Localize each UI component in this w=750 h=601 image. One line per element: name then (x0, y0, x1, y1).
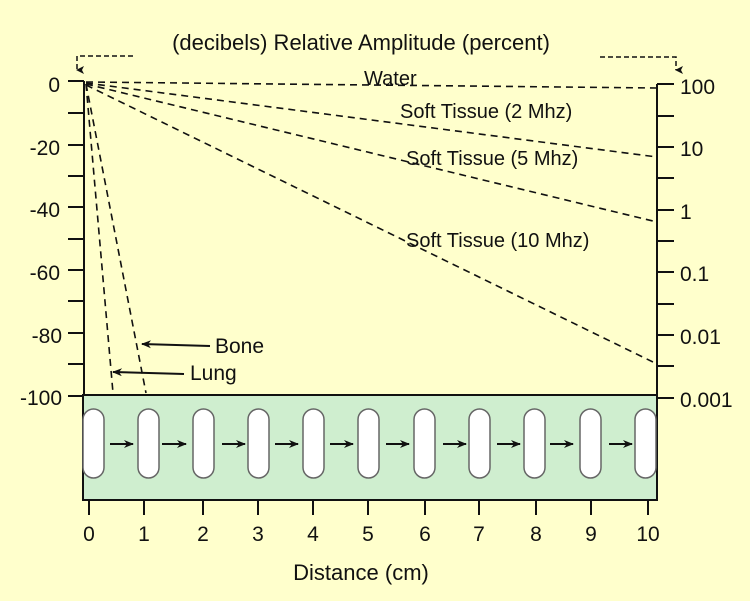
pulse-icon (302, 408, 325, 479)
left-tick-label: 0 (48, 74, 60, 97)
pulse-icon (413, 408, 436, 479)
x-tick-label: 1 (138, 523, 150, 546)
pulse-icon (137, 408, 160, 479)
right-axis: 100 10 1 0.1 0.01 0.001 (656, 76, 733, 412)
left-tick-label: -40 (30, 199, 60, 222)
medium-box (82, 394, 658, 501)
pulse-icon (192, 408, 215, 479)
title-right-callout-arrow-icon (600, 56, 683, 74)
x-tick-label: 3 (252, 523, 264, 546)
left-tick-label: -100 (20, 387, 62, 410)
soft-tissue-5mhz-line (85, 83, 658, 223)
x-tick-label: 10 (636, 523, 659, 546)
right-tick-label: 10 (680, 138, 703, 161)
left-axis: 0 -20 -40 -60 -80 -100 (20, 74, 85, 410)
pulse-icon (579, 408, 602, 479)
right-tick-label: 0.01 (680, 326, 721, 349)
chart-title: (decibels) Relative Amplitude (percent) (172, 30, 550, 55)
right-tick-label: 0.1 (680, 263, 709, 286)
x-tick-label: 2 (197, 523, 209, 546)
x-tick-label: 8 (530, 523, 542, 546)
lung-line (85, 83, 114, 394)
x-tick-label: 4 (307, 523, 319, 546)
pulse-icon (468, 408, 491, 479)
right-tick-label: 100 (680, 76, 715, 99)
title-left-callout-arrow-icon (76, 55, 133, 74)
left-tick-label: -60 (30, 262, 60, 285)
lung-label: Lung (190, 362, 237, 385)
right-tick-label: 0.001 (680, 389, 733, 412)
x-tick-label: 0 (83, 523, 95, 546)
x-tick-label: 5 (362, 523, 374, 546)
lung-pointer-arrow-icon (112, 368, 185, 377)
bone-pointer-arrow-icon (141, 340, 211, 349)
x-tick-label: 9 (585, 523, 597, 546)
pulse-icon (357, 408, 380, 479)
right-tick-label: 1 (680, 201, 692, 224)
soft-tissue-10mhz-line (85, 84, 658, 365)
x-tick-label: 6 (419, 523, 431, 546)
x-axis: 0 1 2 3 4 5 6 7 8 9 10 (83, 500, 660, 546)
soft-tissue-5mhz-label: Soft Tissue (5 Mhz) (406, 148, 578, 170)
water-label: Water (364, 68, 417, 90)
pulse-group (82, 408, 657, 479)
left-tick-label: -20 (30, 137, 60, 160)
pulse-icon (523, 408, 546, 479)
bone-label: Bone (215, 335, 264, 358)
bone-line (85, 83, 147, 394)
x-axis-label: Distance (cm) (293, 560, 429, 585)
soft-tissue-10mhz-label: Soft Tissue (10 Mhz) (406, 230, 589, 252)
left-tick-label: -80 (32, 325, 62, 348)
x-tick-label: 7 (473, 523, 485, 546)
pulse-icon (82, 408, 105, 479)
pulse-icon (247, 408, 270, 479)
pulse-icon (634, 408, 657, 479)
soft-tissue-2mhz-label: Soft Tissue (2 Mhz) (400, 101, 572, 123)
